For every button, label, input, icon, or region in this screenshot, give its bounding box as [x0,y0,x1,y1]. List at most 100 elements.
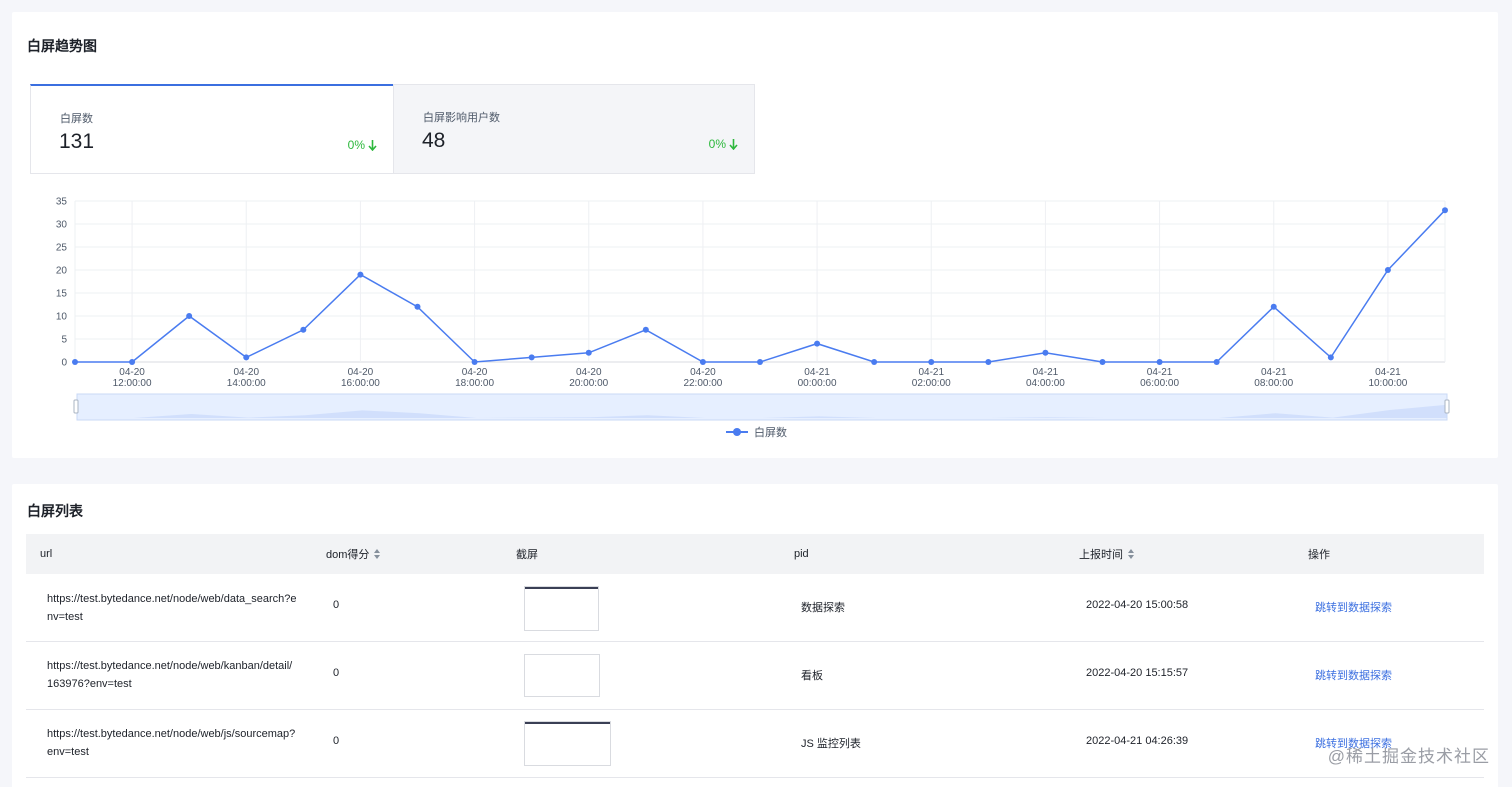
x-tick-label: 04-20 [576,367,602,378]
table-row: https://test.bytedance.net/node/web/js/s… [26,710,1484,778]
x-tick-label: 16:00:00 [341,378,380,389]
data-zoom-handle-right[interactable] [1444,399,1450,414]
x-tick-label: 02:00:00 [912,378,951,389]
data-point [814,340,821,347]
report-time-cell: 2022-04-20 15:00:58 [1086,599,1189,611]
pid-cell: JS 监控列表 [801,738,861,750]
x-tick-label: 04-21 [1375,367,1401,378]
list-card: 白屏列表 url dom得分 截屏 pid 上报时间 操作 https://te… [12,484,1498,787]
data-point [300,326,307,333]
screenshot-thumbnail[interactable] [524,586,599,631]
x-tick-label: 22:00:00 [683,378,722,389]
metric-change-value: 0% [708,137,726,151]
x-tick-label: 14:00:00 [227,378,266,389]
y-tick-label: 10 [56,312,68,323]
jump-to-explore-link[interactable]: 跳转到数据探索 [1315,602,1392,614]
y-tick-label: 30 [56,220,68,231]
x-tick-label: 06:00:00 [1140,378,1179,389]
x-tick-label: 00:00:00 [798,378,837,389]
data-point [699,359,706,365]
x-tick-label: 04-21 [1033,367,1059,378]
url-cell: https://test.bytedance.net/node/web/data… [47,593,297,623]
data-point [642,326,649,333]
data-point [871,359,878,365]
x-tick-label: 20:00:00 [569,378,608,389]
pid-cell: 看板 [801,670,823,682]
x-tick-label: 04-20 [233,367,259,378]
x-tick-label: 04-21 [1261,367,1287,378]
y-tick-label: 35 [56,197,68,208]
data-point [585,349,592,356]
x-tick-label: 10:00:00 [1368,378,1407,389]
metric-change-value: 0% [347,138,365,152]
table-row: https://test.bytedance.net/node/web/data… [26,574,1484,642]
y-tick-label: 0 [61,358,67,369]
data-point [1099,359,1106,365]
data-point [1156,359,1163,365]
x-tick-label: 04-20 [348,367,374,378]
x-tick-label: 04-20 [462,367,488,378]
x-tick-label: 04-21 [1147,367,1173,378]
watermark: @稀土掘金技术社区 [1327,747,1490,766]
dom-score-cell: 0 [333,667,340,679]
data-zoom-handle-left[interactable] [73,399,79,414]
metric-change: 0% [709,137,738,151]
legend-label: 白屏数 [754,425,787,439]
sort-icon[interactable] [1127,548,1135,560]
x-tick-label: 04-21 [918,367,944,378]
list-title: 白屏列表 [27,503,83,519]
column-header-pid: pid [794,548,809,560]
metric-value: 48 [422,129,446,152]
data-point [129,359,136,365]
data-point [186,313,193,319]
metric-tab-affected-users[interactable]: 白屏影响用户数 48 0% [393,84,755,174]
y-tick-label: 15 [56,289,68,300]
dom-score-cell: 0 [333,599,340,611]
trend-card: 白屏趋势图 白屏数 131 0% 白屏影响用户数 48 0% 0 5 10 15 20 2… [12,12,1498,458]
metric-label: 白屏数 [60,113,93,125]
jump-to-explore-link[interactable]: 跳转到数据探索 [1315,738,1392,750]
screenshot-thumbnail[interactable] [524,654,600,697]
x-tick-label: 04:00:00 [1026,378,1065,389]
metric-change: 0% [348,138,377,152]
screenshot-thumbnail[interactable] [524,721,611,766]
data-zoom-preview [77,404,1447,418]
data-point [985,359,992,365]
x-tick-label: 18:00:00 [455,378,494,389]
data-point [1213,359,1220,365]
x-tick-label: 04-21 [804,367,830,378]
x-tick-label: 08:00:00 [1254,378,1293,389]
data-point [1327,354,1334,361]
legend-item[interactable]: 白屏数 [726,425,787,439]
data-point [243,354,250,361]
data-point [757,359,763,365]
sort-icon[interactable] [373,548,381,560]
white-screen-table: url dom得分 截屏 pid 上报时间 操作 https://test.by… [26,534,1484,778]
data-point [1270,303,1277,310]
data-point [928,359,935,365]
url-cell: https://test.bytedance.net/node/web/kanb… [47,660,293,690]
report-time-cell: 2022-04-21 04:26:39 [1086,735,1189,747]
metric-label: 白屏影响用户数 [423,112,500,124]
white-screen-line-chart: 0510152025303504-2012:00:0004-2014:00:00… [56,197,1450,439]
data-point [1042,349,1049,356]
y-tick-label: 5 [61,335,67,346]
data-point [1442,207,1448,214]
column-header-dom-score[interactable]: dom得分 [326,534,381,574]
column-header-url: url [40,548,53,560]
data-point [1384,267,1391,273]
data-point [528,354,535,361]
report-time-cell: 2022-04-20 15:15:57 [1086,667,1189,679]
column-header-report-time[interactable]: 上报时间 [1079,534,1135,574]
table-header: url dom得分 截屏 pid 上报时间 操作 [26,534,1484,574]
x-tick-label: 12:00:00 [113,378,152,389]
legend-marker [733,428,741,436]
jump-to-explore-link[interactable]: 跳转到数据探索 [1315,670,1392,682]
x-tick-label: 04-20 [690,367,716,378]
metric-tab-white-screen-count[interactable]: 白屏数 131 0% [30,84,394,174]
down-arrow-icon [368,139,377,151]
table-row: https://test.bytedance.net/node/web/kanb… [26,642,1484,710]
column-header-screenshot: 截屏 [516,549,538,561]
y-tick-label: 20 [56,266,68,277]
data-point [72,359,78,365]
